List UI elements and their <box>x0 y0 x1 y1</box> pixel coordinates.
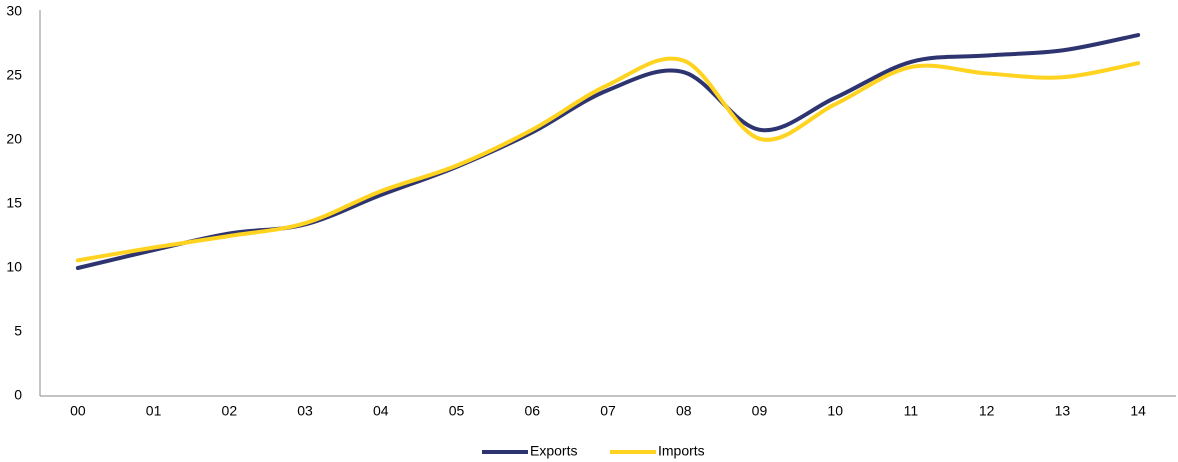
x-tick-label: 12 <box>979 403 995 419</box>
series-line <box>75 56 1141 263</box>
x-tick-label: 14 <box>1130 403 1146 419</box>
legend-label: Exports <box>530 443 577 459</box>
x-tick-label: 02 <box>222 403 238 419</box>
y-tick-label: 25 <box>6 67 22 83</box>
x-tick-label: 07 <box>600 403 616 419</box>
x-tick-label: 03 <box>297 403 313 419</box>
legend-label: Imports <box>658 443 705 459</box>
x-tick-label: 09 <box>752 403 768 419</box>
y-tick-label: 5 <box>14 323 22 339</box>
x-tick-label: 13 <box>1055 403 1071 419</box>
x-tick-label: 04 <box>373 403 389 419</box>
y-tick-label: 10 <box>6 259 22 275</box>
x-tick-label: 10 <box>827 403 843 419</box>
x-tick-label: 08 <box>676 403 692 419</box>
y-tick-label: 0 <box>14 387 22 403</box>
x-tick-label: 11 <box>904 403 919 419</box>
x-tick-label: 01 <box>146 403 162 419</box>
x-tick-label: 05 <box>449 403 465 419</box>
x-tick-label: 06 <box>524 403 540 419</box>
y-tick-label: 15 <box>6 195 22 211</box>
y-tick-label: 30 <box>6 3 22 19</box>
y-tick-label: 20 <box>6 131 22 147</box>
x-tick-label: 00 <box>70 403 86 419</box>
